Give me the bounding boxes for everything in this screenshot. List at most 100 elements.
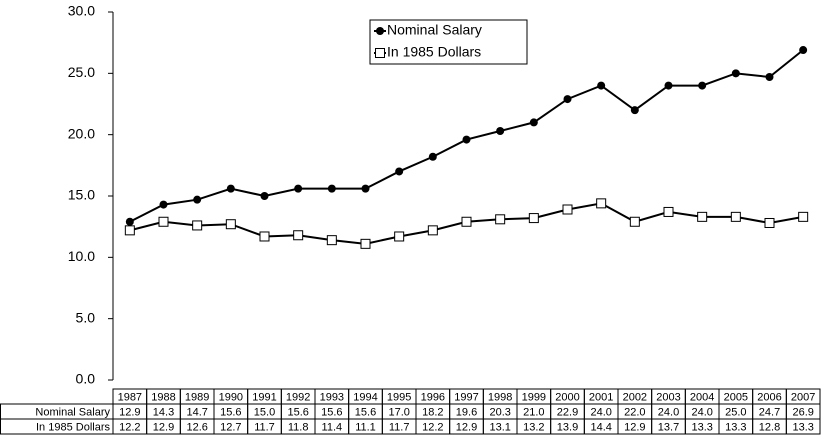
point — [563, 95, 572, 104]
table-header: 1992 — [286, 391, 310, 403]
table-value: 25.0 — [725, 406, 746, 418]
table-value: 13.3 — [691, 421, 712, 433]
point — [495, 214, 506, 225]
point — [798, 211, 809, 222]
table-value: 12.9 — [456, 421, 477, 433]
point — [528, 213, 539, 224]
table-value: 24.0 — [590, 406, 611, 418]
table-value: 13.9 — [557, 421, 578, 433]
table-header: 1988 — [151, 391, 175, 403]
table-value: 15.6 — [355, 406, 376, 418]
table-header: 1989 — [185, 391, 209, 403]
table-value: 21.0 — [523, 406, 544, 418]
table-header: 1999 — [522, 391, 546, 403]
point — [225, 219, 236, 230]
table-header: 1996 — [421, 391, 445, 403]
table-value: 12.9 — [119, 406, 140, 418]
point — [630, 106, 639, 115]
table-value: 26.9 — [792, 406, 813, 418]
legend-marker — [376, 27, 384, 35]
point — [158, 216, 169, 227]
table-row-label: Nominal Salary — [35, 406, 110, 418]
legend-label: Nominal Salary — [387, 22, 482, 38]
table-value: 11.8 — [288, 421, 309, 433]
point — [125, 217, 134, 226]
point — [428, 152, 437, 161]
table-header: 1991 — [252, 391, 276, 403]
table-header: 2007 — [791, 391, 815, 403]
point — [193, 195, 202, 204]
table-value: 13.3 — [725, 421, 746, 433]
table-value: 12.2 — [119, 421, 140, 433]
table-value: 15.6 — [321, 406, 342, 418]
point — [361, 184, 370, 193]
table-header: 2005 — [724, 391, 748, 403]
table-value: 20.3 — [489, 406, 510, 418]
table-row-label: In 1985 Dollars — [36, 421, 110, 433]
table-header: 2004 — [690, 391, 714, 403]
table-header: 1998 — [488, 391, 512, 403]
y-tick-label: 20.0 — [68, 125, 95, 141]
table-header: 2002 — [623, 391, 647, 403]
table-value: 12.8 — [759, 421, 780, 433]
point — [697, 211, 708, 222]
point — [462, 135, 471, 144]
y-tick-label: 15.0 — [68, 187, 95, 203]
point — [765, 73, 774, 82]
point — [597, 81, 606, 90]
point — [259, 231, 270, 242]
table-value: 24.7 — [759, 406, 780, 418]
y-tick-label: 25.0 — [68, 64, 95, 80]
y-tick-label: 30.0 — [68, 3, 95, 19]
table-value: 11.7 — [389, 421, 410, 433]
point — [629, 216, 640, 227]
legend-label: In 1985 Dollars — [387, 44, 481, 60]
point — [461, 216, 472, 227]
table-header: 1995 — [387, 391, 411, 403]
table-value: 24.0 — [658, 406, 679, 418]
table-value: 13.2 — [523, 421, 544, 433]
point — [192, 220, 203, 231]
table-value: 11.1 — [355, 421, 376, 433]
point — [663, 206, 674, 217]
table-value: 12.7 — [220, 421, 241, 433]
point — [326, 235, 337, 246]
point — [327, 184, 336, 193]
point — [698, 81, 707, 90]
table-value: 17.0 — [388, 406, 409, 418]
point — [596, 198, 607, 209]
table-header: 1994 — [353, 391, 377, 403]
table-value: 12.6 — [186, 421, 207, 433]
table-value: 11.4 — [322, 421, 343, 433]
table-header: 2000 — [555, 391, 579, 403]
table-header: 1990 — [219, 391, 243, 403]
table-value: 22.9 — [557, 406, 578, 418]
table-value: 12.9 — [624, 421, 645, 433]
table-value: 15.6 — [287, 406, 308, 418]
table-header: 2001 — [589, 391, 613, 403]
point — [124, 225, 135, 236]
point — [562, 204, 573, 215]
table-value: 13.7 — [658, 421, 679, 433]
table-value: 14.7 — [186, 406, 207, 418]
table-header: 2006 — [757, 391, 781, 403]
table-value: 15.6 — [220, 406, 241, 418]
point — [496, 126, 505, 135]
table-value: 22.0 — [624, 406, 645, 418]
table-value: 18.2 — [422, 406, 443, 418]
table-value: 24.0 — [691, 406, 712, 418]
point — [293, 230, 304, 241]
point — [731, 69, 740, 78]
point — [730, 211, 741, 222]
point — [529, 118, 538, 127]
y-tick-label: 5.0 — [76, 309, 96, 325]
table-value: 12.2 — [422, 421, 443, 433]
point — [360, 238, 371, 249]
point — [664, 81, 673, 90]
point — [226, 184, 235, 193]
point — [427, 225, 438, 236]
table-value: 12.9 — [153, 421, 174, 433]
point — [799, 46, 808, 55]
table-value: 14.3 — [153, 406, 174, 418]
